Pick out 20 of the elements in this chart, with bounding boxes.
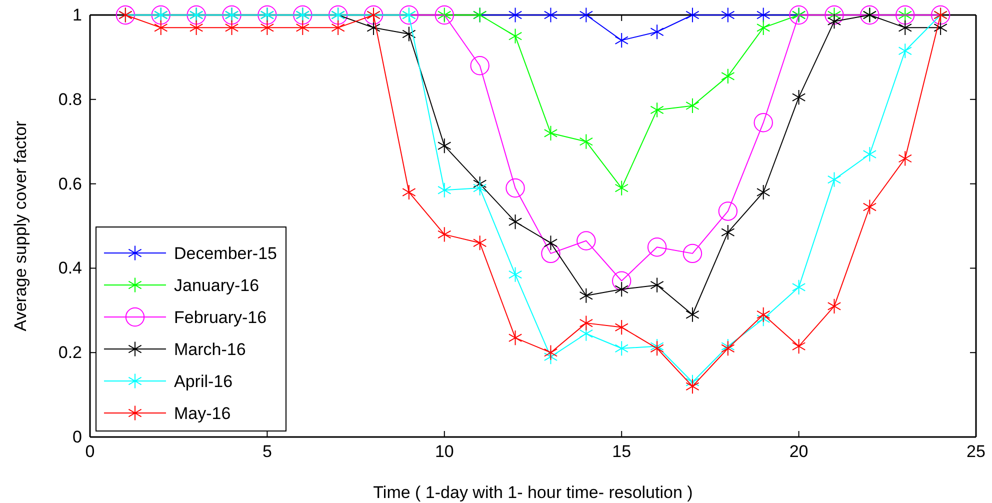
x-tick-label: 0 xyxy=(85,442,95,462)
legend-label: January-16 xyxy=(174,276,260,295)
legend-label: May-16 xyxy=(174,404,231,423)
y-tick-label: 1 xyxy=(72,5,82,24)
legend-label: December-15 xyxy=(174,244,277,263)
y-tick-label: 0.6 xyxy=(58,174,82,194)
legend-label: April-16 xyxy=(174,372,233,391)
legend-label: March-16 xyxy=(174,340,246,359)
x-tick-label: 20 xyxy=(789,442,808,462)
x-tick-label: 5 xyxy=(262,442,272,462)
x-axis-title: Time ( 1-day with 1- hour time- resolution ) xyxy=(373,483,693,502)
y-tick-label: 0.4 xyxy=(58,258,82,278)
y-tick-label: 0 xyxy=(72,427,82,446)
y-tick-label: 0.8 xyxy=(58,90,82,109)
y-tick-label: 0.2 xyxy=(58,343,82,362)
x-tick-label: 15 xyxy=(612,442,632,462)
legend-label: February-16 xyxy=(174,308,267,327)
x-tick-label: 25 xyxy=(966,442,986,462)
y-axis-title: Average supply cover factor xyxy=(11,120,30,332)
x-tick-label: 10 xyxy=(434,442,454,462)
